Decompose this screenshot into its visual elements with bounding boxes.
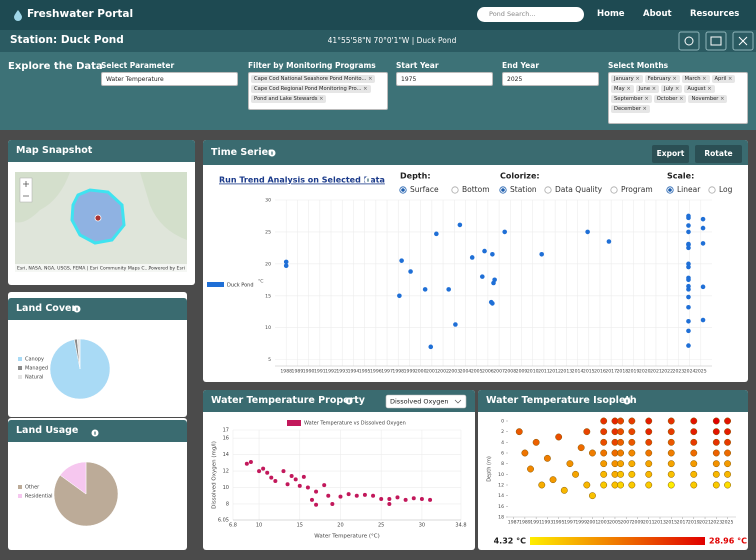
panel-title: Water Temperature Property: [203, 390, 475, 412]
land-usage-panel: Land Usage: [8, 418, 187, 550]
chip[interactable]: November: [688, 95, 728, 103]
program-select[interactable]: Cape Cod National Seashore Pond Monito..…: [248, 72, 388, 110]
explore-panel: Explore the Data Select Parameter Water …: [0, 52, 756, 130]
parameter-select[interactable]: Water Temperature: [101, 72, 238, 86]
chip[interactable]: June: [635, 85, 660, 93]
chip[interactable]: February: [644, 75, 680, 83]
chip[interactable]: April: [711, 75, 736, 83]
month-select[interactable]: JanuaryFebruaryMarchApril MayJuneJulyAugu…: [608, 72, 748, 124]
filter-label: Filter by Monitoring Programs: [248, 61, 376, 70]
chip[interactable]: July: [661, 85, 683, 93]
station-location: 41°55'58"N 70°0'1"W | Duck Pond: [327, 36, 457, 45]
chip[interactable]: Cape Cod Regional Pond Monitoring Pro...: [251, 85, 371, 93]
brand[interactable]: Freshwater Portal: [27, 8, 134, 20]
chip[interactable]: Pond and Lake Stewards: [251, 95, 327, 103]
station-bar: Station: Duck Pond 41°55'58"N 70°0'1"W |…: [0, 30, 756, 52]
land-cover-panel: Land Cover: [8, 292, 187, 417]
panel-title: Time Series: [203, 140, 748, 165]
icon: [684, 36, 694, 46]
start-year-select[interactable]: 1975: [396, 72, 493, 86]
chip[interactable]: May: [611, 85, 634, 93]
filter-label: Select Parameter: [101, 61, 175, 70]
panel-title: Water Temperature Isopleth: [478, 390, 748, 412]
end-year-select[interactable]: 2025: [502, 72, 599, 86]
panel-title: Map Snapshot: [8, 140, 195, 162]
filter-label: Start Year: [396, 61, 439, 70]
search-box[interactable]: Pond Search...: [477, 7, 584, 22]
property-panel: Water Temperature Property: [203, 390, 475, 550]
chip[interactable]: September: [611, 95, 652, 103]
chip[interactable]: January: [611, 75, 643, 83]
nav-link[interactable]: About: [643, 9, 672, 19]
station-title: Station: Duck Pond: [10, 34, 124, 46]
filter-label: End Year: [502, 61, 540, 70]
chip[interactable]: October: [653, 95, 687, 103]
time-series-panel: Time Series: [203, 140, 748, 382]
close-button[interactable]: [732, 31, 754, 51]
chip[interactable]: Cape Cod National Seashore Pond Monito..…: [251, 75, 376, 83]
nav-link[interactable]: Home: [597, 9, 625, 19]
icon: [738, 36, 748, 46]
chip[interactable]: March: [681, 75, 710, 83]
refresh-button[interactable]: [678, 31, 700, 51]
panel-title: Land Usage: [8, 420, 187, 442]
station-buttons: [678, 31, 754, 51]
nav-link[interactable]: Resources: [690, 9, 740, 19]
explore-title: Explore the Data: [8, 61, 103, 72]
search-placeholder: Pond Search...: [489, 10, 536, 18]
image-button[interactable]: [705, 31, 727, 51]
filter-label: Select Months: [608, 61, 669, 70]
isopleth-panel: Water Temperature Isopleth: [478, 390, 748, 550]
panel-title: Land Cover: [8, 298, 187, 320]
map-panel: Map Snapshot: [8, 140, 195, 285]
chip[interactable]: December: [611, 105, 650, 113]
icon: [710, 36, 722, 46]
logo: [14, 10, 22, 21]
nav-bar: Freshwater Portal Pond Search... Home Ab…: [0, 0, 756, 30]
chip[interactable]: August: [684, 85, 715, 93]
